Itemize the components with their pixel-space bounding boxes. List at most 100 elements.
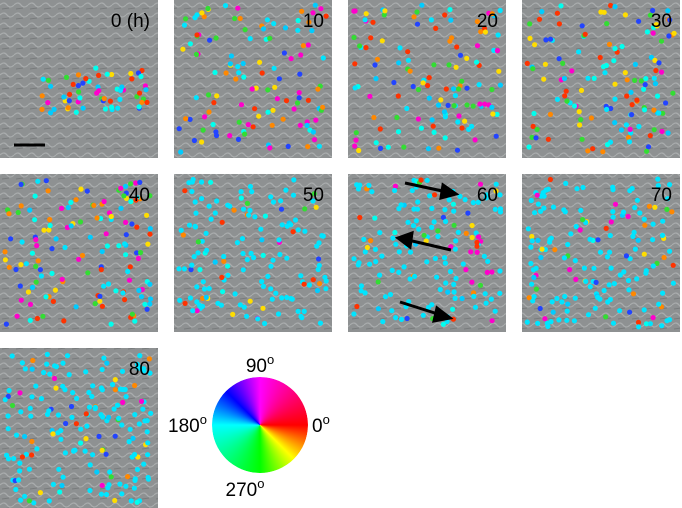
cell-marker — [33, 263, 39, 269]
cell-marker — [531, 110, 537, 117]
cell-marker — [60, 360, 66, 366]
cell-marker — [621, 269, 627, 275]
cell-marker — [96, 433, 102, 439]
cell-marker — [63, 420, 69, 427]
cell-marker — [5, 393, 11, 399]
cell-marker — [298, 52, 304, 58]
cell-marker — [2, 397, 8, 403]
cell-marker — [558, 3, 564, 9]
cell-marker — [247, 183, 253, 190]
cell-marker — [415, 87, 422, 93]
cell-marker — [666, 33, 672, 39]
time-label: 70 — [651, 185, 672, 206]
cell-marker — [227, 61, 233, 67]
cell-marker — [197, 267, 203, 273]
cell-marker — [220, 289, 226, 295]
cell-marker — [656, 301, 662, 307]
cell-marker — [475, 234, 482, 240]
cell-marker — [28, 413, 34, 419]
cell-marker — [101, 355, 107, 361]
cell-marker — [132, 318, 138, 324]
cell-marker — [469, 222, 475, 229]
cell-marker — [626, 287, 632, 293]
cell-marker — [290, 229, 296, 235]
cell-marker — [227, 203, 233, 209]
cell-marker — [260, 26, 267, 32]
cell-marker — [563, 180, 569, 186]
cell-marker — [529, 233, 535, 240]
cell-marker — [195, 239, 201, 245]
cell-marker — [115, 105, 121, 111]
cell-marker — [535, 201, 542, 207]
cell-marker — [25, 289, 31, 295]
cell-marker — [284, 294, 290, 301]
cell-marker — [251, 255, 257, 261]
cell-marker — [208, 179, 214, 185]
cell-marker — [352, 61, 358, 67]
cell-marker — [603, 314, 609, 320]
cell-marker — [372, 62, 378, 68]
cell-marker — [41, 369, 47, 376]
cell-marker — [134, 361, 140, 367]
cell-marker — [529, 238, 535, 244]
cell-marker — [237, 302, 243, 308]
degree: o — [257, 476, 264, 491]
cell-marker — [645, 144, 652, 150]
cell-marker — [59, 276, 65, 282]
cell-marker — [282, 25, 289, 31]
cell-marker — [418, 125, 424, 131]
cell-marker — [29, 250, 35, 256]
cell-marker — [200, 127, 206, 133]
cell-marker — [103, 231, 109, 237]
cell-marker — [5, 426, 11, 432]
cell-marker — [404, 315, 410, 322]
cell-marker — [92, 406, 98, 412]
cell-marker — [565, 241, 571, 248]
cell-marker — [396, 249, 402, 255]
cell-marker — [267, 145, 273, 151]
cell-marker — [440, 321, 446, 327]
image-panel: 20 — [348, 0, 506, 158]
cell-marker — [464, 102, 470, 108]
cell-marker — [653, 67, 659, 74]
panel-background — [174, 0, 332, 158]
cell-marker — [368, 35, 374, 41]
image-panel: 50 — [174, 174, 332, 332]
cell-marker — [73, 197, 79, 203]
cell-marker — [537, 305, 543, 312]
cell-marker — [288, 56, 294, 62]
cell-marker — [132, 477, 138, 483]
image-panel: 80 — [0, 348, 158, 508]
cell-marker — [469, 279, 475, 285]
cell-marker — [380, 319, 386, 325]
cell-marker — [587, 236, 593, 242]
cell-marker — [375, 306, 381, 312]
cell-marker — [61, 94, 67, 100]
cell-marker — [260, 252, 266, 258]
cell-marker — [577, 227, 583, 233]
cell-marker — [450, 306, 456, 312]
cell-marker — [429, 205, 435, 211]
cell-marker — [292, 217, 299, 223]
cell-marker — [70, 390, 76, 396]
cell-marker — [450, 201, 456, 207]
cell-marker — [541, 76, 547, 82]
cell-marker — [50, 481, 57, 487]
cell-marker — [618, 127, 625, 133]
cell-marker — [563, 88, 569, 94]
cell-marker — [97, 298, 103, 304]
cell-marker — [528, 244, 534, 250]
cell-marker — [610, 209, 616, 215]
cell-marker — [659, 232, 666, 238]
cell-marker — [265, 109, 271, 115]
cell-marker — [305, 97, 311, 103]
cell-marker — [619, 43, 625, 50]
cell-marker — [396, 206, 402, 212]
cell-marker — [445, 102, 451, 108]
cell-marker — [671, 30, 677, 36]
cell-marker — [650, 7, 656, 14]
cell-marker — [17, 460, 23, 466]
cell-marker — [524, 319, 530, 325]
cell-marker — [45, 77, 52, 83]
